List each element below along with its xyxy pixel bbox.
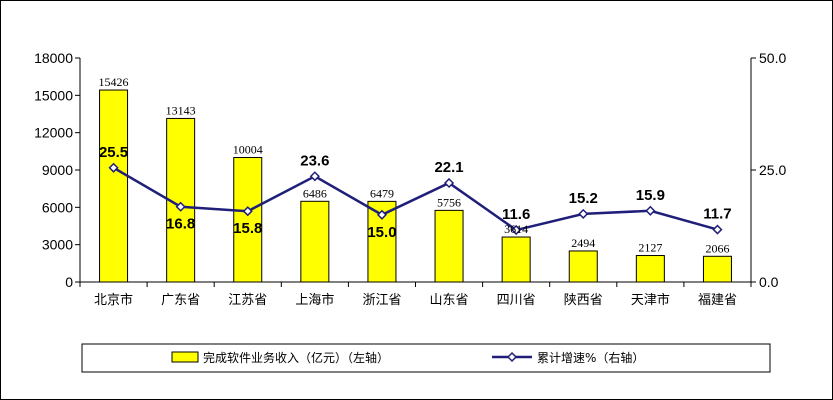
line-value-label: 11.6 (502, 206, 530, 223)
line-value-label: 23.6 (300, 152, 329, 169)
line-value-label: 15.2 (569, 190, 598, 207)
bar (233, 157, 263, 283)
bar-value-label: 13143 (166, 103, 196, 117)
bar-value-label: 2494 (571, 236, 595, 250)
y-left-tick-label: 15000 (34, 87, 73, 103)
bar (702, 255, 732, 283)
y-right-tick-label: 50.0 (759, 50, 786, 66)
line-value-label: 11.7 (703, 206, 731, 223)
y-left-tick-label: 0 (65, 274, 73, 290)
line-value-label: 16.8 (166, 216, 195, 233)
x-category-label: 陕西省 (564, 293, 603, 308)
x-category-label: 天津市 (631, 292, 670, 308)
line-value-label: 15.8 (233, 220, 262, 237)
x-category-label: 浙江省 (362, 293, 401, 308)
line-point (511, 224, 522, 236)
y-right-tick-label: 25.0 (759, 162, 786, 178)
legend: 完成软件业务收入（亿元）（左轴） 累计增速%（右轴） (81, 343, 771, 373)
axes: 0 3000 6000 9000 12000 15000 18000 0.0 25.0 50.0 北… (34, 50, 786, 308)
y-left-tick-label: 18000 (34, 50, 73, 66)
line-value-label: 15.0 (367, 224, 396, 241)
x-category-label: 北京市 (94, 292, 133, 308)
growth-line (112, 166, 718, 232)
bar (99, 89, 129, 283)
line-point (108, 162, 119, 173)
line-value-label: 25.5 (99, 144, 128, 161)
line-point (645, 205, 656, 216)
y-left-tick-label: 9000 (42, 162, 73, 178)
data-labels: 15426 13143 10004 6486 6479 5756 3614 2494 2127 2… (99, 75, 732, 255)
bar-value-label: 15426 (99, 75, 129, 89)
y-left-tick-label: 12000 (34, 125, 73, 141)
legend-swatch-marker (506, 351, 518, 363)
line-value-label: 22.1 (434, 159, 463, 176)
x-category-label: 广东省 (161, 293, 200, 308)
bar (501, 236, 531, 283)
line-point (376, 209, 388, 220)
bar (434, 209, 464, 283)
bar-value-label: 2066 (705, 241, 729, 255)
bar-value-label: 5756 (437, 195, 461, 209)
bar-value-label: 6486 (303, 186, 327, 200)
legend-label-bar: 完成软件业务收入（亿元）（左轴） (203, 350, 389, 365)
legend-swatch-bar (171, 351, 199, 363)
x-category-label: 山东省 (430, 293, 469, 308)
line-point (712, 224, 723, 235)
x-category-label: 福建省 (698, 293, 737, 308)
line-value-label: 15.9 (636, 187, 665, 204)
y-left-tick-label: 3000 (42, 237, 73, 253)
legend-label-line: 累计增速%（右轴） (537, 350, 644, 365)
bar-value-label: 6479 (370, 186, 394, 200)
line-point (443, 177, 455, 189)
line-point (578, 208, 589, 219)
line-point (309, 171, 320, 182)
bar (635, 255, 665, 283)
bar (568, 250, 598, 283)
x-category-label: 四川省 (497, 293, 536, 308)
line-series (108, 162, 723, 236)
x-category-label: 上海市 (295, 292, 334, 308)
bar (300, 200, 330, 283)
line-point (175, 201, 186, 212)
line-point (242, 206, 253, 217)
x-category-label: 江苏省 (228, 292, 267, 308)
bar-value-label: 10004 (233, 143, 263, 157)
bar-value-label: 2127 (638, 241, 662, 255)
y-right-tick-label: 0.0 (759, 274, 779, 290)
y-left-tick-label: 6000 (42, 199, 73, 215)
bar-value-label: 3614 (504, 222, 528, 236)
